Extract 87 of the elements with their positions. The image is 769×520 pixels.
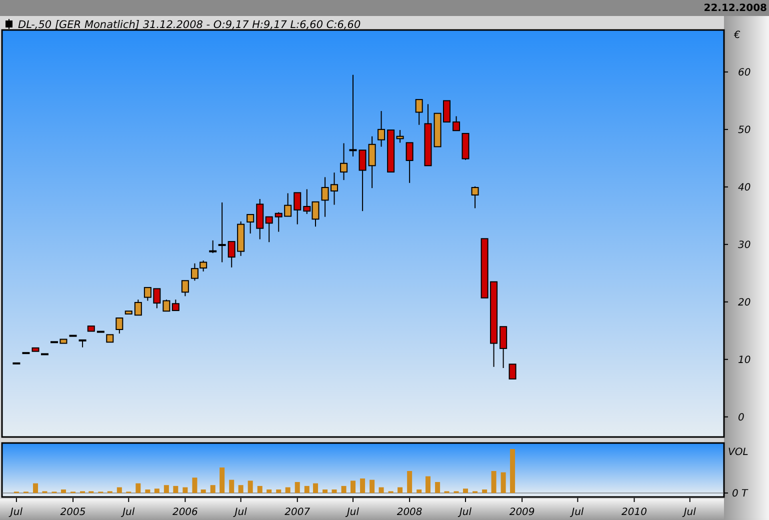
- bar: [33, 483, 38, 493]
- x-tick-label: Jul: [682, 507, 696, 518]
- bar: [248, 480, 253, 493]
- bar: [322, 489, 328, 493]
- y-tick-label: 30: [738, 240, 751, 251]
- candlestick: [508, 364, 516, 380]
- candlestick: [134, 299, 142, 316]
- y-axis-title: VOL: [728, 447, 748, 458]
- bar: [266, 489, 272, 493]
- bar: [378, 487, 384, 493]
- bar: [210, 485, 216, 493]
- bar: [257, 486, 262, 493]
- y-tick-label: 0: [738, 412, 744, 424]
- bar: [341, 486, 346, 493]
- candlestick: [218, 202, 226, 263]
- candlestick: [172, 299, 180, 312]
- bar: [332, 489, 337, 493]
- bar: [482, 489, 488, 493]
- candlestick: [471, 186, 479, 209]
- x-tick-label: Jul: [120, 507, 135, 518]
- bar: [491, 471, 496, 493]
- bar: [416, 489, 422, 493]
- candlestick: [209, 240, 217, 254]
- bar: [360, 478, 366, 493]
- bar: [229, 480, 234, 493]
- candlestick: [452, 116, 460, 132]
- bar: [398, 487, 403, 493]
- x-tick-label: Jul: [8, 507, 23, 518]
- bar: [182, 487, 188, 493]
- bar: [304, 486, 310, 493]
- bar: [238, 485, 244, 493]
- candlestick: [294, 192, 302, 225]
- bar: [136, 483, 141, 493]
- candlestick: [368, 136, 376, 189]
- x-tick-label: Jul: [232, 507, 248, 518]
- bar: [173, 486, 178, 493]
- candlestick: [116, 318, 124, 334]
- y-tick-label: 20: [738, 297, 751, 308]
- x-tick-label: Jul: [457, 507, 472, 518]
- y-tick-label: 50: [738, 124, 751, 136]
- candlestick: [396, 130, 404, 144]
- x-tick-label: Jul: [570, 507, 584, 518]
- candlestick: [340, 142, 348, 181]
- text: 0 T: [732, 488, 749, 500]
- candlestick: [181, 280, 189, 297]
- x-tick-label: 2009: [509, 507, 535, 518]
- bar: [285, 487, 290, 493]
- chart-title: DL-,50 [GER Monatlich] 31.12.2008 - O:9,17 H:9,17 L:6,60 C:6,60: [18, 19, 361, 31]
- x-tick-label: Jul: [344, 507, 360, 518]
- bar: [294, 482, 300, 493]
- x-tick-label: 2006: [172, 507, 198, 518]
- x-tick-label: 2007: [284, 507, 311, 518]
- candlestick: [162, 299, 170, 312]
- bar: [500, 472, 506, 493]
- y-tick-label: 40: [738, 182, 751, 194]
- candlestick: [406, 142, 414, 184]
- candlestick: [415, 99, 423, 126]
- candlestick: [265, 216, 273, 243]
- bar: [350, 480, 356, 493]
- y-tick-label: 60: [738, 67, 751, 78]
- bar: [200, 489, 206, 493]
- y-tick-label: 10: [738, 354, 751, 366]
- bar: [276, 489, 282, 493]
- bar: [370, 480, 375, 493]
- bar: [60, 489, 66, 493]
- y-axis-title: €: [733, 30, 741, 41]
- bar: [116, 487, 122, 493]
- bar: [407, 471, 412, 493]
- text: 22.12.2008: [704, 3, 768, 14]
- bar: [435, 482, 440, 493]
- x-tick-label: 2010: [622, 507, 647, 518]
- bar: [510, 449, 516, 493]
- x-tick-label: 2008: [396, 507, 422, 518]
- bar: [145, 489, 150, 493]
- candlestick: [349, 74, 357, 157]
- candlestick: [500, 326, 508, 369]
- candlestick: [246, 214, 254, 234]
- bar: [220, 467, 225, 493]
- x-tick-label: 2005: [60, 507, 86, 518]
- bar: [154, 488, 160, 493]
- bar: [426, 476, 431, 493]
- bar: [164, 485, 169, 493]
- bar: [192, 478, 198, 493]
- bar: [313, 483, 318, 493]
- candlestick: [358, 150, 366, 212]
- candlestick: [378, 110, 386, 148]
- bar: [463, 488, 468, 493]
